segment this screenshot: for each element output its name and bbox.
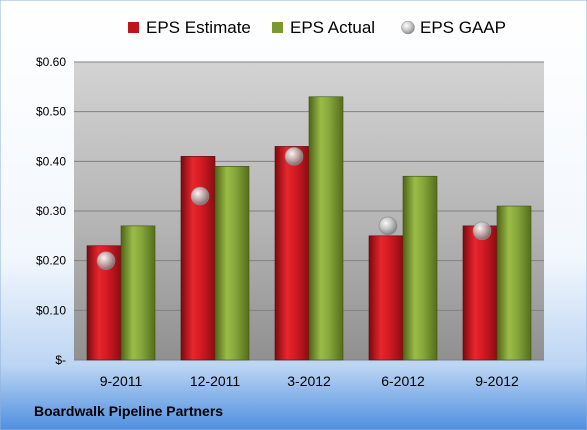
x-axis-labels: 9-2011 12-2011 3-2012 6-2012 9-2012 [100,373,519,389]
eps-gaap-marker [472,221,492,241]
eps-actual-bar [120,225,156,361]
legend: EPS Estimate EPS Actual EPS GAAP [128,18,506,37]
eps-actual-bar [214,166,250,361]
eps-estimate-bar [180,156,216,361]
y-axis-ticks: $- $0.10 $0.20 $0.30 $0.40 $0.50 $0.60 [36,55,66,367]
legend-label: EPS Actual [290,18,375,37]
x-tick-label: 12-2011 [190,373,241,389]
x-tick-label: 9-2011 [100,373,143,389]
eps-estimate-bar [462,225,498,361]
y-tick-label: $0.60 [36,55,66,69]
x-tick-label: 9-2012 [475,373,519,389]
eps-gaap-marker [96,251,116,270]
y-tick-label: $0.40 [36,154,66,168]
y-tick-label: $0.30 [36,204,66,218]
eps-actual-bar [402,175,438,361]
eps-estimate-bar [274,146,310,361]
x-tick-label: 3-2012 [287,373,331,389]
footer-company-name: Boardwalk Pipeline Partners [34,403,223,419]
eps-gaap-marker [284,147,304,166]
eps-gaap-legend-swatch [401,20,415,35]
eps-gaap-marker [190,186,210,206]
y-tick-label: $0.50 [36,105,66,119]
gaap-markers [96,147,492,270]
eps-actual-bar [308,96,344,361]
legend-label: EPS Estimate [146,18,251,37]
eps-estimate-bar [368,235,404,361]
y-tick-label: $- [55,353,66,367]
x-tick-label: 6-2012 [381,373,425,389]
y-tick-label: $0.10 [36,303,66,317]
eps-actual-legend-swatch [272,22,283,33]
y-tick-label: $0.20 [36,254,66,268]
eps-estimate-legend-swatch [128,22,139,33]
legend-label: EPS GAAP [420,18,506,37]
eps-gaap-marker [378,216,398,236]
eps-actual-bar [496,205,532,361]
